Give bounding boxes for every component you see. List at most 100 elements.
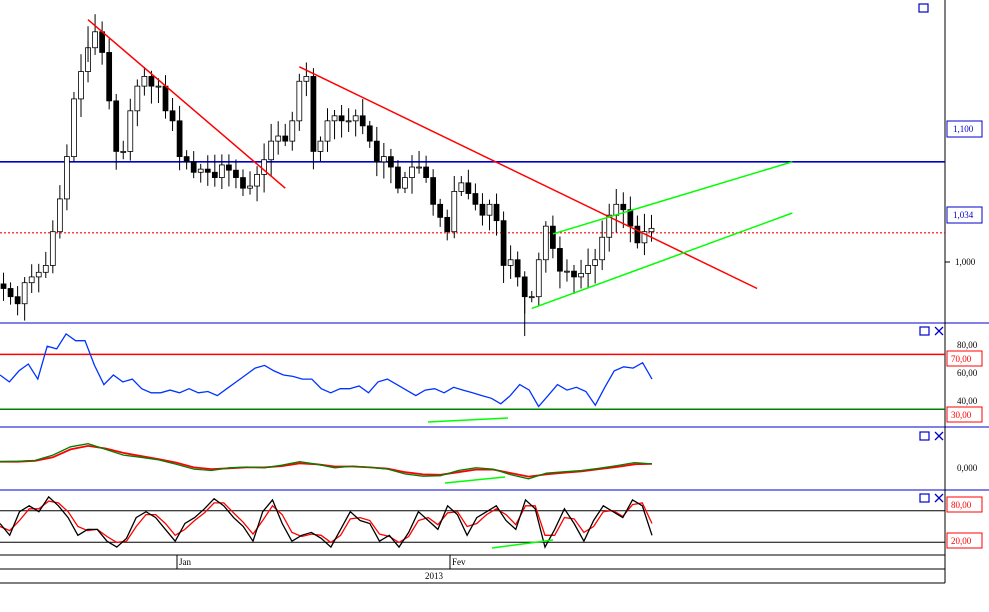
candle-body (409, 166, 415, 178)
month-label-fev: Fev (452, 557, 466, 567)
macd-panel-close-button[interactable] (934, 431, 944, 441)
candle-body (28, 276, 35, 284)
candle-body (451, 190, 458, 233)
price-axis-tick: 1,000 (955, 257, 976, 267)
rsi-axis: 80,00 60,00 40,00 70,00 30,00 (946, 340, 983, 423)
candle-body (233, 169, 239, 178)
candle-body (430, 177, 437, 205)
rsi-lower-band-label: 30,00 (951, 410, 972, 420)
rsi-panel (0, 332, 945, 423)
macd-divergence-line (444, 476, 506, 484)
candle-body (557, 248, 563, 272)
candle-body (493, 203, 500, 222)
candle-body (148, 76, 155, 87)
window-restore-icon (919, 326, 930, 336)
candle-body (585, 265, 591, 274)
macd-axis: 0,000 (957, 463, 978, 473)
window-restore-icon (919, 431, 930, 441)
rsi-line (0, 332, 653, 408)
candle-body (465, 182, 472, 194)
candle-body (437, 203, 444, 218)
year-label: 2013 (425, 571, 444, 581)
price-axis: 1,000 1,100 1,034 (945, 120, 983, 267)
candle-body (21, 282, 28, 305)
candle-body (578, 273, 584, 278)
candle-body (289, 120, 296, 142)
candle-body (204, 168, 211, 173)
candle-body (528, 296, 535, 299)
candle-body (486, 203, 493, 216)
candle-body (282, 135, 289, 142)
stoch-panel-close-button[interactable] (934, 493, 944, 503)
candle-body (49, 231, 56, 266)
candle-body (444, 216, 451, 233)
window-restore-icon (919, 493, 930, 503)
stoch-lower-band-label: 20,00 (951, 536, 972, 546)
candle-body (7, 288, 14, 298)
macd-panel-restore-button[interactable] (919, 431, 930, 441)
candle-body (92, 31, 98, 49)
candle-body (14, 296, 21, 305)
candle-body (310, 76, 317, 152)
candle-body (0, 283, 7, 289)
close-icon (934, 493, 944, 503)
price-panel (0, 14, 945, 337)
rsi-axis-tick: 40,00 (957, 396, 978, 406)
stochastic-panel (0, 495, 945, 549)
price-panel-restore-button[interactable] (918, 3, 929, 13)
candle-body (620, 203, 627, 211)
candle-body (190, 161, 197, 173)
candle-body (338, 115, 345, 122)
candle-body (564, 270, 570, 273)
candle-body (324, 120, 331, 142)
candle-body (226, 164, 232, 171)
candle-body (211, 171, 218, 178)
close-icon (934, 431, 944, 441)
candle-body (254, 173, 260, 187)
candle-body (57, 198, 63, 233)
rsi-panel-close-button[interactable] (934, 326, 944, 336)
candle-body (78, 71, 84, 100)
candle-body (535, 259, 542, 298)
candle-body (331, 115, 338, 122)
candle-body (599, 236, 606, 261)
candle-body (550, 225, 556, 249)
candle-body (606, 214, 613, 238)
candle-body (134, 85, 141, 112)
candle-body (218, 164, 225, 178)
candle-body (71, 98, 77, 158)
candle-body (352, 115, 359, 122)
candle-body (507, 259, 514, 266)
candle-body (303, 76, 310, 82)
rsi-divergence-line (427, 417, 509, 423)
rsi-axis-tick: 80,00 (957, 340, 978, 350)
candle-body (155, 85, 162, 88)
channel-line (552, 161, 793, 235)
candle-body (64, 156, 70, 200)
resistance-trendline (87, 19, 286, 189)
candle-body (542, 225, 549, 261)
macd-axis-tick: 0,000 (957, 463, 978, 473)
candle-body (500, 220, 507, 266)
candle-body (366, 125, 373, 142)
stoch-upper-band-label: 80,00 (951, 500, 972, 510)
candle-body (458, 182, 465, 192)
candle-body (247, 185, 253, 189)
candle-body (106, 52, 113, 102)
candle-body (183, 156, 190, 163)
candle-body (472, 193, 479, 205)
window-restore-icon (918, 3, 929, 13)
rsi-panel-restore-button[interactable] (919, 326, 930, 336)
candle-body (641, 231, 648, 244)
candle-body (395, 166, 401, 189)
candle-body (197, 168, 204, 173)
candle-body (113, 100, 120, 152)
rsi-axis-tick: 60,00 (957, 368, 978, 378)
candle-body (317, 140, 324, 152)
month-label-jan: Jan (179, 557, 191, 567)
channel-line (531, 212, 793, 310)
candle-body (402, 177, 408, 189)
resistance-trendline (299, 66, 758, 290)
stoch-panel-restore-button[interactable] (919, 493, 930, 503)
